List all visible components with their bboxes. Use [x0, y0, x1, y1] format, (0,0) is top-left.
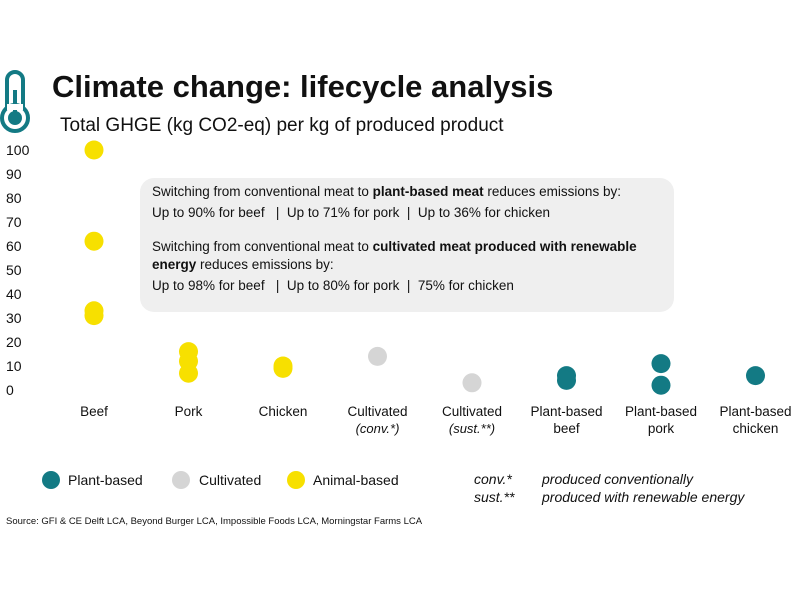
callout-text: Switching from conventional meat to — [152, 239, 373, 254]
y-tick-label: 40 — [6, 286, 22, 302]
thermometer-icon — [0, 70, 30, 133]
callout-text: reduces emissions by: — [196, 257, 334, 272]
x-category-sublabel: (conv.*) — [356, 421, 400, 436]
data-point-cultivated — [368, 346, 387, 366]
legend-label-animal-based: Animal-based — [313, 472, 399, 488]
y-tick-label: 80 — [6, 190, 22, 206]
data-point-animal-based — [273, 358, 293, 378]
x-axis-categories: Beef Pork Chicken Cultivated (conv.*) Cultiva… — [80, 404, 791, 436]
y-tick-label: 70 — [6, 214, 22, 230]
legend-swatch-animal-based — [287, 471, 305, 489]
x-category-sublabel: chicken — [733, 421, 779, 436]
data-point-animal-based — [179, 363, 198, 383]
legend-swatch-cultivated — [172, 471, 190, 489]
x-category-label: Plant-based — [719, 404, 791, 419]
footnotes: conv.* produced conventionally sust.** p… — [474, 471, 745, 505]
source-note: Source: GFI & CE Delft LCA, Beyond Burge… — [6, 516, 423, 527]
legend: Plant-based Cultivated Animal-based — [42, 471, 399, 489]
data-points — [84, 140, 765, 395]
x-category-label: Plant-based — [530, 404, 602, 419]
data-point-plant-based — [651, 354, 671, 374]
chart-subtitle: Total GHGE (kg CO2-eq) per kg of produce… — [60, 115, 504, 136]
data-point-animal-based — [84, 231, 104, 251]
data-point-cultivated — [462, 373, 482, 393]
y-tick-label: 10 — [6, 358, 22, 374]
x-category-label: Beef — [80, 404, 108, 419]
callout-stats-cultivated: Up to 98% for beef | Up to 80% for pork … — [152, 278, 514, 293]
x-category-sublabel: beef — [553, 421, 580, 436]
y-tick-label: 0 — [6, 382, 14, 398]
x-category-label: Cultivated — [442, 404, 502, 419]
emissions-callout: Switching from conventional meat to plan… — [140, 178, 674, 312]
x-category-sublabel: pork — [648, 421, 675, 436]
data-point-animal-based — [84, 140, 104, 160]
x-category-label: Plant-based — [625, 404, 697, 419]
y-axis-ticks: 0 10 20 30 40 50 60 70 80 90 100 — [6, 142, 30, 398]
x-category-label: Cultivated — [347, 404, 407, 419]
callout-text: reduces emissions by: — [483, 184, 621, 199]
footnote-value-conv: produced conventionally — [541, 471, 694, 487]
callout-text: Switching from conventional meat to — [152, 184, 373, 199]
callout-line-plant-based: Switching from conventional meat to plan… — [152, 183, 664, 201]
x-category-sublabel: (sust.**) — [449, 421, 495, 436]
data-point-plant-based — [746, 366, 765, 386]
callout-stats-plant-based: Up to 90% for beef | Up to 71% for pork … — [152, 205, 550, 220]
y-tick-label: 20 — [6, 334, 22, 350]
x-category-label: Chicken — [259, 404, 308, 419]
legend-swatch-plant-based — [42, 471, 60, 489]
y-tick-label: 60 — [6, 238, 22, 254]
callout-emphasis-cultivated: cultivated meat produced with renewable … — [152, 239, 637, 272]
legend-label-cultivated: Cultivated — [199, 472, 261, 488]
data-point-animal-based — [84, 306, 104, 326]
callout-line-cultivated: Switching from conventional meat to cult… — [152, 238, 664, 274]
footnote-key-sust: sust.** — [474, 489, 515, 505]
y-tick-label: 30 — [6, 310, 22, 326]
callout-emphasis-plant-based: plant-based meat — [372, 184, 484, 199]
footnote-key-conv: conv.* — [474, 471, 512, 487]
data-point-plant-based — [651, 375, 671, 395]
legend-label-plant-based: Plant-based — [68, 472, 143, 488]
chart-title: Climate change: lifecycle analysis — [52, 69, 553, 104]
x-category-label: Pork — [175, 404, 203, 419]
y-tick-label: 90 — [6, 166, 22, 182]
y-tick-label: 100 — [6, 142, 30, 158]
y-tick-label: 50 — [6, 262, 22, 278]
data-point-plant-based — [557, 370, 576, 390]
footnote-value-sust: produced with renewable energy — [541, 489, 745, 505]
